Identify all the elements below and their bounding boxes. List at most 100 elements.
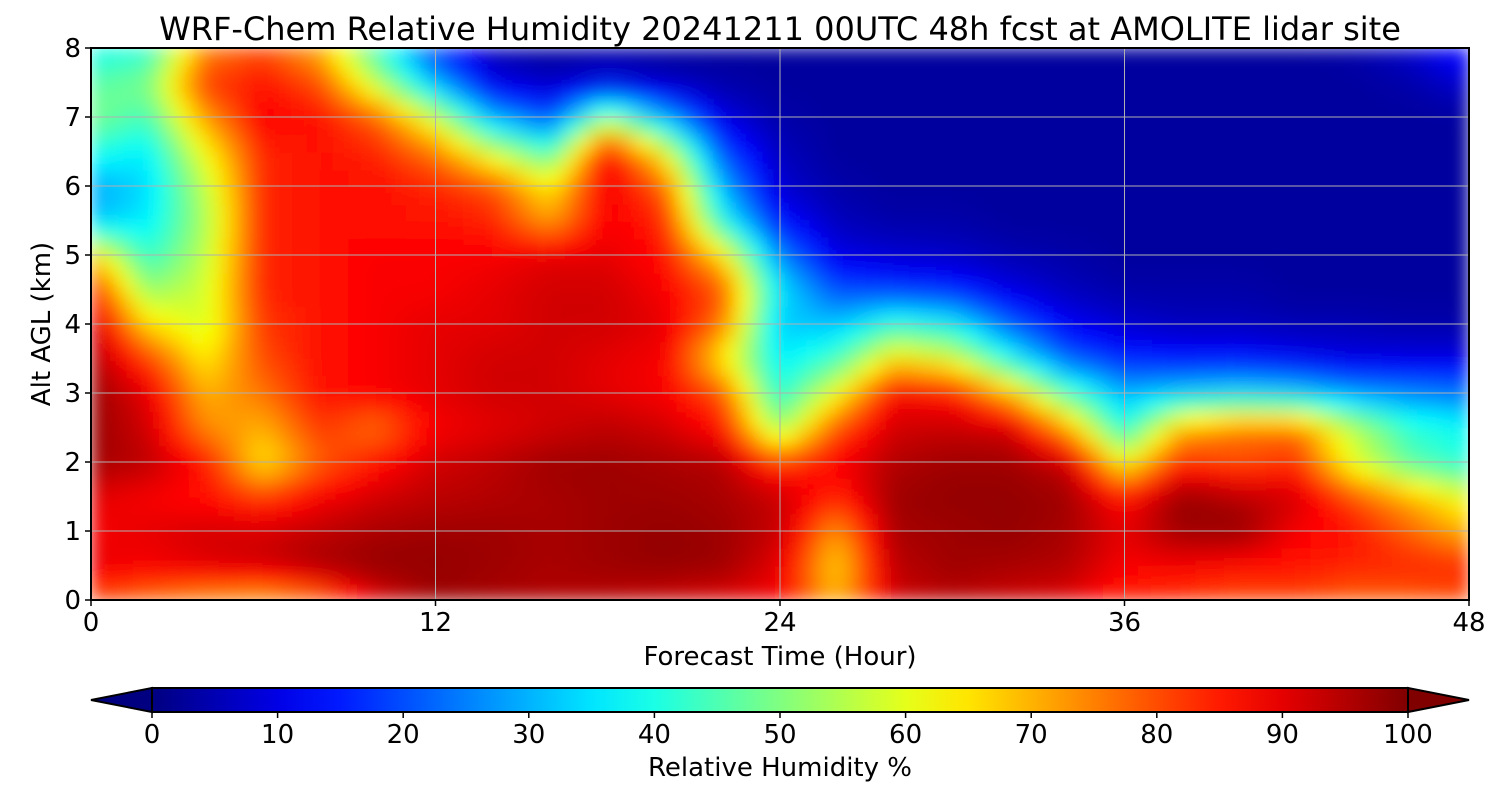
heatmap-cell	[1094, 219, 1112, 239]
heatmap-cell	[893, 323, 911, 343]
heatmap-cell	[491, 254, 509, 274]
heatmap-cell	[635, 409, 652, 429]
heatmap-cell	[1023, 340, 1040, 360]
heatmap-cell	[750, 581, 767, 600]
heatmap-cell	[606, 374, 624, 394]
heatmap-cell	[434, 150, 451, 170]
heatmap-cell	[1310, 495, 1327, 515]
heatmap-cell	[305, 564, 322, 584]
heatmap-cell	[965, 409, 982, 429]
heatmap-cell	[606, 409, 624, 429]
heatmap-cell	[1310, 133, 1327, 153]
heatmap-cell	[793, 392, 810, 412]
heatmap-cell	[936, 357, 954, 377]
heatmap-cell	[750, 64, 767, 84]
heatmap-cell	[994, 116, 1011, 136]
heatmap-cell	[1195, 219, 1212, 239]
heatmap-cell	[807, 547, 825, 567]
heatmap-cell	[1381, 340, 1399, 360]
heatmap-cell	[692, 392, 710, 412]
heatmap-cell	[1209, 392, 1226, 412]
heatmap-cell	[448, 236, 466, 256]
heatmap-cell	[262, 547, 279, 567]
heatmap-cell	[606, 392, 624, 412]
heatmap-cell	[477, 202, 494, 222]
heatmap-cell	[1281, 98, 1298, 118]
heatmap-cell	[721, 357, 738, 377]
heatmap-cell	[420, 340, 437, 360]
heatmap-cell	[1037, 512, 1054, 532]
heatmap-cell	[319, 461, 337, 481]
heatmap-cell	[707, 48, 724, 67]
heatmap-cell	[233, 185, 250, 205]
heatmap-cell	[190, 357, 207, 377]
heatmap-cell	[664, 133, 681, 153]
heatmap-cell	[721, 185, 738, 205]
heatmap-cell	[578, 219, 595, 239]
heatmap-cell	[879, 530, 896, 550]
heatmap-cell	[563, 98, 581, 118]
heatmap-cell	[1252, 461, 1270, 481]
heatmap-cell	[377, 461, 394, 481]
heatmap-cell	[104, 48, 121, 67]
heatmap-cell	[735, 547, 753, 567]
heatmap-cell	[262, 357, 279, 377]
heatmap-cell	[807, 495, 825, 515]
heatmap-cell	[1051, 547, 1069, 567]
heatmap-cell	[893, 254, 911, 274]
heatmap-cell	[334, 581, 351, 600]
heatmap-cell	[463, 185, 480, 205]
heatmap-cell	[204, 98, 222, 118]
heatmap-cell	[204, 409, 222, 429]
heatmap-cell	[865, 530, 882, 550]
heatmap-cell	[319, 374, 337, 394]
heatmap-cell	[434, 357, 451, 377]
heatmap-cell	[405, 219, 423, 239]
heatmap-cell	[621, 236, 638, 256]
heatmap-cell	[678, 374, 695, 394]
heatmap-cell	[219, 478, 236, 498]
heatmap-cell	[1367, 254, 1384, 274]
heatmap-cell	[319, 271, 337, 291]
heatmap-cell	[578, 271, 595, 291]
heatmap-cell	[735, 236, 753, 256]
heatmap-cell	[1410, 98, 1427, 118]
heatmap-cell	[1008, 547, 1026, 567]
heatmap-cell	[1023, 116, 1040, 136]
heatmap-cell	[664, 202, 681, 222]
heatmap-cell	[520, 236, 537, 256]
heatmap-cell	[578, 323, 595, 343]
heatmap-cell	[908, 426, 925, 446]
colorbar-tick-label: 10	[261, 720, 294, 750]
heatmap-cell	[1094, 443, 1112, 463]
heatmap-cell	[506, 512, 523, 532]
heatmap-cell	[1123, 236, 1140, 256]
heatmap-cell	[520, 581, 537, 600]
heatmap-cell	[1209, 81, 1226, 101]
heatmap-cell	[176, 305, 193, 325]
heatmap-cell	[1453, 167, 1469, 187]
heatmap-cell	[606, 48, 624, 67]
heatmap-cell	[1439, 81, 1456, 101]
heatmap-cell	[779, 64, 796, 84]
heatmap-cell	[836, 323, 853, 343]
heatmap-cell	[936, 98, 954, 118]
heatmap-cell	[1137, 81, 1155, 101]
heatmap-cell	[750, 98, 767, 118]
heatmap-cell	[1381, 64, 1399, 84]
heatmap-cell	[1137, 48, 1155, 67]
heatmap-cell	[549, 495, 566, 515]
heatmap-cell	[979, 116, 997, 136]
heatmap-cell	[290, 392, 308, 412]
heatmap-cell	[893, 133, 911, 153]
heatmap-cell	[463, 202, 480, 222]
heatmap-cell	[1223, 426, 1241, 446]
heatmap-cell	[951, 340, 968, 360]
heatmap-cell	[1381, 305, 1399, 325]
heatmap-cell	[491, 236, 509, 256]
heatmap-cell	[1367, 323, 1384, 343]
heatmap-cell	[578, 495, 595, 515]
heatmap-cell	[1080, 116, 1097, 136]
heatmap-cell	[635, 495, 652, 515]
heatmap-cell	[1094, 564, 1112, 584]
